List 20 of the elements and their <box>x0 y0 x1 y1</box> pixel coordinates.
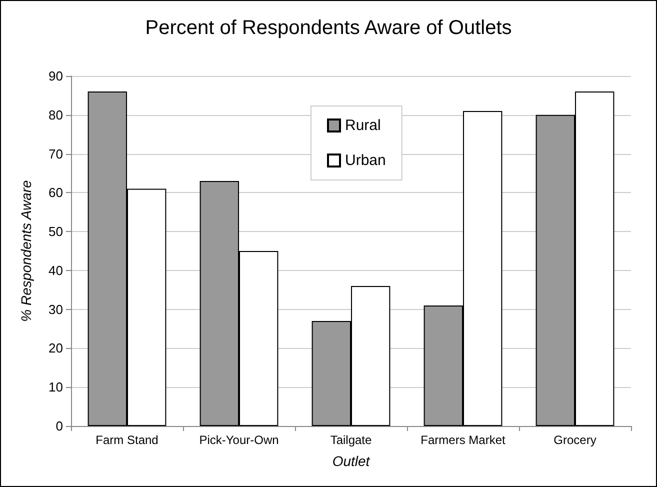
y-tick-label: 0 <box>56 418 63 434</box>
chart-title: Percent of Respondents Aware of Outlets <box>145 17 512 39</box>
y-tick-label: 70 <box>48 146 63 162</box>
y-tick-label: 80 <box>48 107 63 122</box>
y-tick-label: 30 <box>48 302 63 317</box>
legend-label: Urban <box>345 152 386 169</box>
x-tick-label: Farmers Market <box>420 433 506 447</box>
x-tick-label: Pick-Your-Own <box>199 433 279 447</box>
x-tick-label: Farm Stand <box>96 433 158 447</box>
x-tick-label: Grocery <box>554 433 596 447</box>
x-tick-label: Tailgate <box>330 433 372 447</box>
y-tick-label: 60 <box>48 185 63 200</box>
y-tick-label: 20 <box>48 340 63 356</box>
y-axis-title: % Respondents Aware <box>18 180 34 322</box>
y-tick-label: 10 <box>48 380 63 395</box>
legend-label: Rural <box>345 117 381 134</box>
y-tick-label: 40 <box>48 262 63 278</box>
y-tick-label: 50 <box>48 224 63 240</box>
x-axis-title: Outlet <box>332 453 371 469</box>
y-tick-label: 90 <box>48 68 63 84</box>
